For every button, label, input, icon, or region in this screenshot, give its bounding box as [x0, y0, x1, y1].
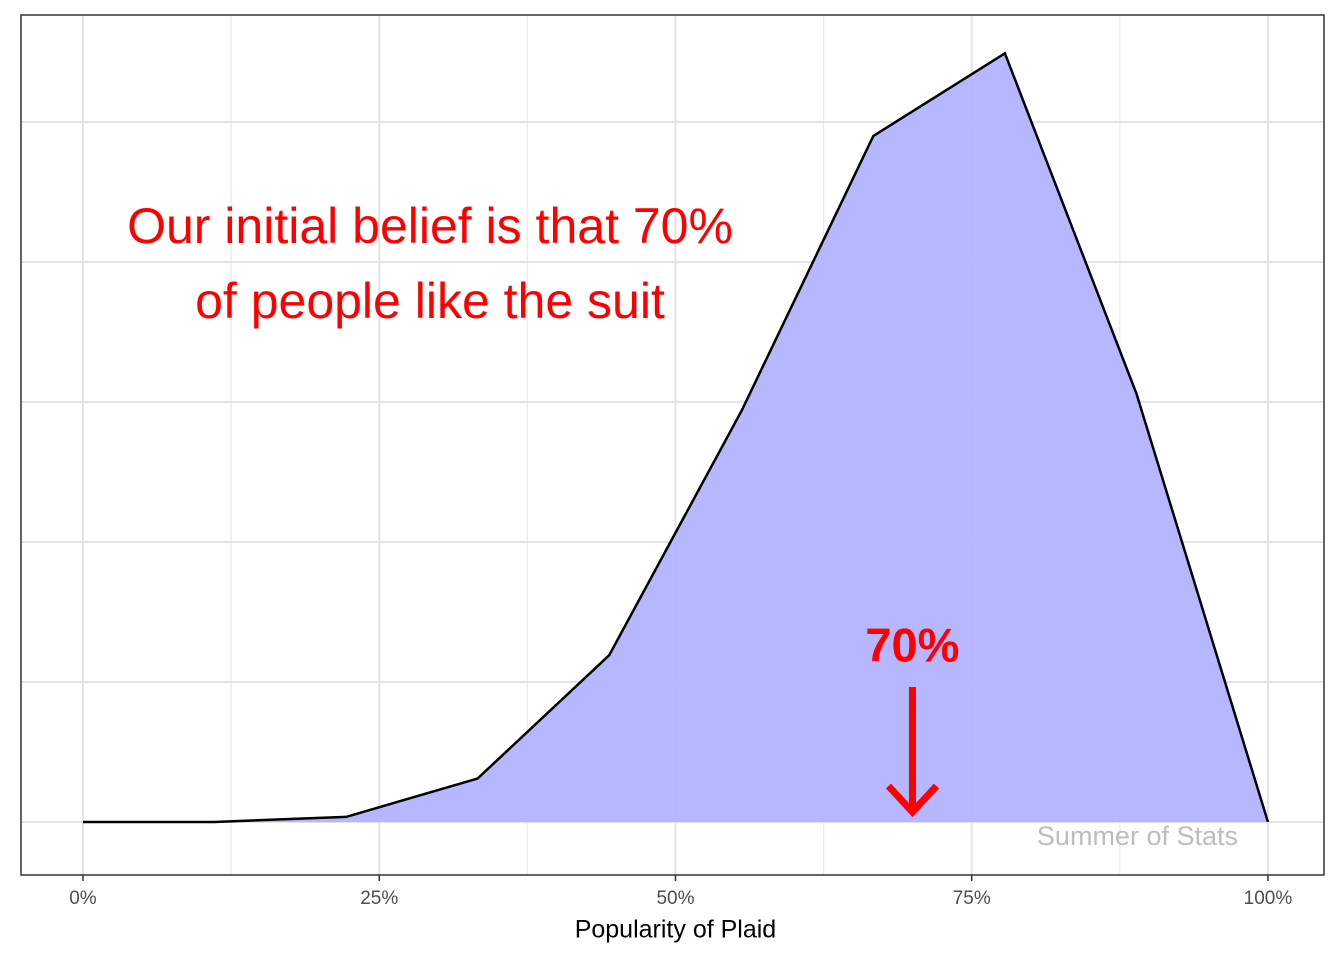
- marker-arrow: [885, 687, 940, 818]
- x-tick-label: 25%: [360, 888, 398, 909]
- area: [82, 53, 1268, 822]
- annotation: Our initial belief is that 70%: [127, 198, 733, 254]
- watermark: Summer of Stats: [1037, 821, 1238, 851]
- x-tick-label: 0%: [69, 888, 97, 909]
- line: [82, 51, 1270, 824]
- x-tick-label: 100%: [1244, 888, 1293, 909]
- panel-border: [20, 14, 1325, 876]
- annotation: of people like the suit: [195, 273, 665, 329]
- x-axis-label: Popularity of Plaid: [575, 916, 777, 944]
- x-tick-label: 50%: [656, 888, 694, 909]
- marker-label: 70%: [865, 618, 959, 671]
- x-tick-label: 75%: [953, 888, 991, 909]
